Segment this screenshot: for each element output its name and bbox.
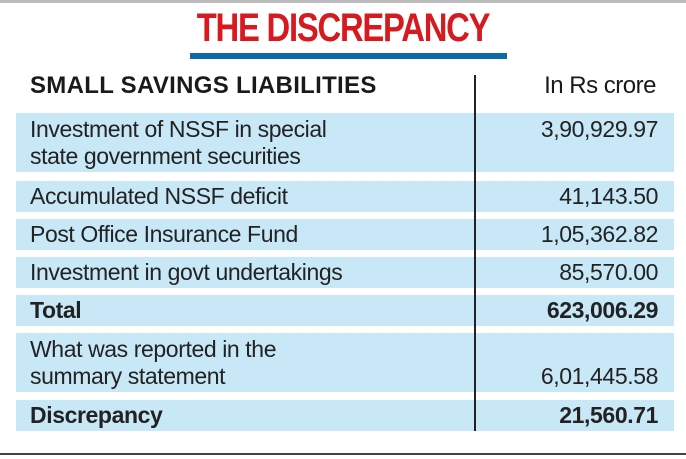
table-row: Accumulated NSSF deficit 41,143.50 — [16, 181, 674, 212]
row-value: 85,570.00 — [559, 259, 658, 285]
title-underline — [190, 53, 507, 59]
discrepancy-row: Discrepancy 21,560.71 — [16, 400, 674, 431]
table-header-unit: In Rs crore — [544, 72, 656, 99]
table-row: What was reported in the summary statemen… — [16, 333, 674, 392]
discrepancy-label: Discrepancy — [30, 402, 163, 428]
total-label: Total — [30, 297, 82, 323]
table-row: Post Office Insurance Fund 1,05,362.82 — [16, 219, 674, 250]
row-label: Investment of NSSF in special state gover… — [30, 116, 327, 169]
top-border — [0, 0, 686, 3]
row-label: Accumulated NSSF deficit — [30, 183, 288, 209]
discrepancy-value: 21,560.71 — [559, 402, 658, 428]
page-title: THE DISCREPANCY — [196, 6, 491, 50]
bottom-border — [0, 453, 686, 455]
column-divider — [474, 75, 476, 431]
total-value: 623,006.29 — [546, 297, 659, 323]
row-value: 41,143.50 — [559, 183, 658, 209]
total-row: Total 623,006.29 — [16, 295, 674, 326]
table-row: Investment in govt undertakings 85,570.0… — [16, 257, 674, 288]
row-label: Investment in govt undertakings — [30, 259, 343, 285]
table-header-label: SMALL SAVINGS LIABILITIES — [30, 72, 377, 99]
table-row: Investment of NSSF in special state gover… — [16, 113, 674, 172]
row-value: 3,90,929.97 — [540, 116, 659, 142]
row-value: 1,05,362.82 — [540, 221, 659, 247]
row-value: 6,01,445.58 — [540, 363, 659, 389]
row-label: What was reported in the summary statemen… — [30, 336, 277, 389]
row-label: Post Office Insurance Fund — [30, 221, 298, 247]
